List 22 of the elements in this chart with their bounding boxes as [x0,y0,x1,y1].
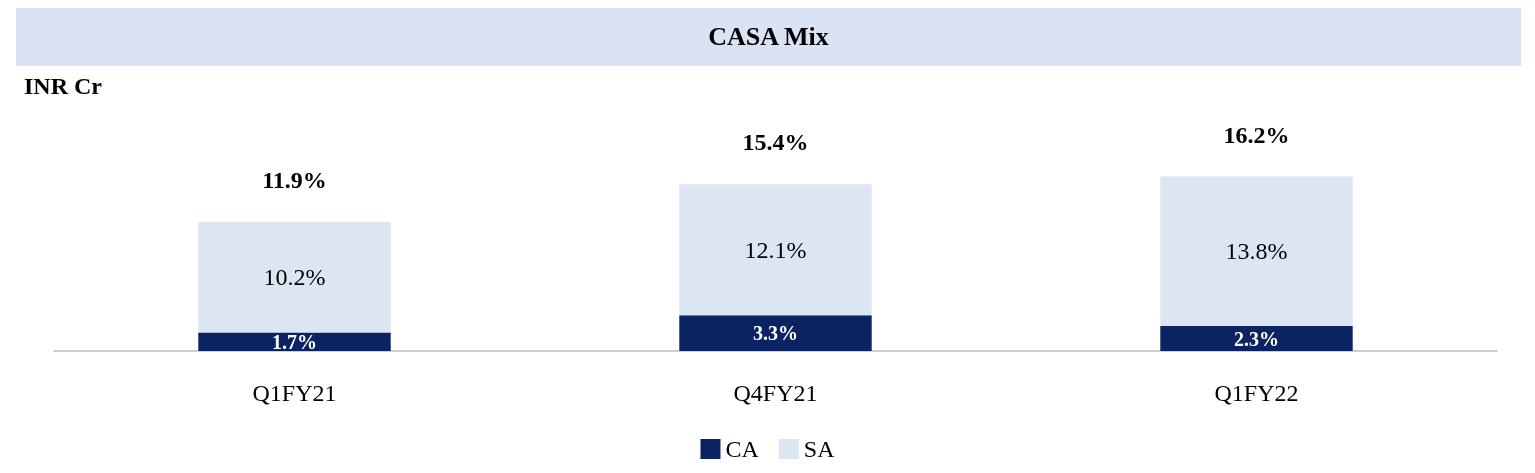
x-tick-label: Q4FY21 [733,380,818,406]
legend-label: SA [803,436,836,462]
chart-title: CASA Mix [16,8,1521,66]
data-label: 13.8% [1225,238,1288,265]
data-label: 12.1% [744,236,807,263]
data-label: 3.3% [753,322,798,345]
bar [1160,176,1353,327]
data-label: 2.3% [1234,327,1279,350]
total-label: 15.4% [742,129,809,156]
bar [679,184,872,316]
legend-label: CA [725,436,760,462]
bar [198,332,391,351]
total-label: 11.9% [262,167,327,194]
x-tick-label: Q1FY21 [252,380,337,406]
x-tick-label: Q1FY22 [1214,380,1299,406]
total-label: 16.2% [1223,121,1290,148]
data-label: 10.2% [263,264,326,291]
data-label: 1.7% [272,330,317,353]
bar [679,315,872,351]
bar [1160,326,1353,351]
y-axis-title: INR Cr [24,73,103,99]
bar [198,222,391,333]
